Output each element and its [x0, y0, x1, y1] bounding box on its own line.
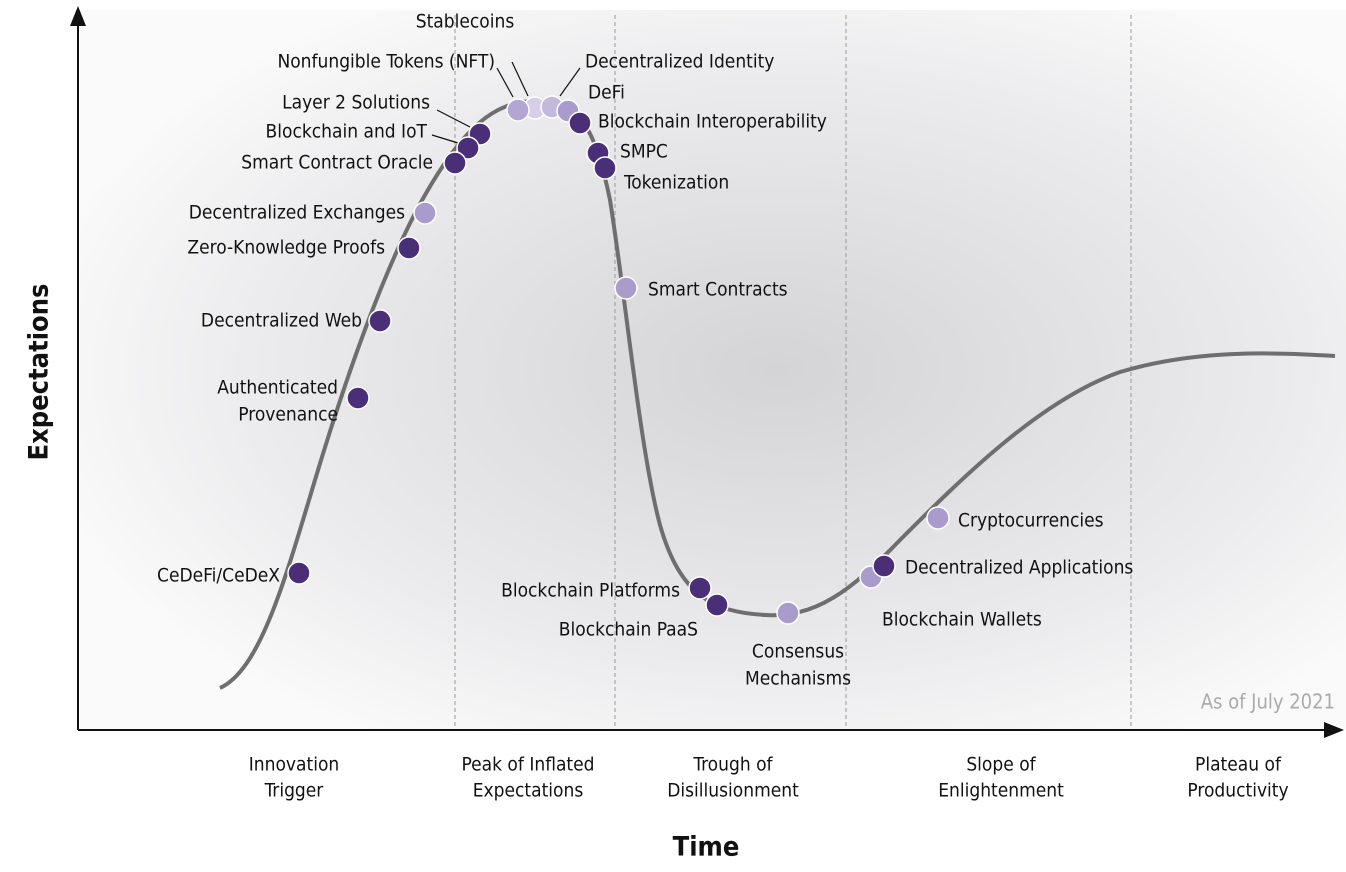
hype-curve	[219, 98, 1336, 690]
tech-label: Decentralized Applications	[905, 557, 1133, 579]
tech-label: Smart Contract Oracle	[241, 152, 433, 174]
tech-label: Tokenization	[623, 172, 729, 194]
tech-label: Blockchain and IoT	[266, 121, 428, 143]
tech-dot	[346, 386, 370, 410]
phase-label: Enlightenment	[938, 780, 1064, 802]
tech-label: SMPC	[620, 141, 668, 163]
tech-label: Decentralized Identity	[585, 51, 774, 73]
phase-label: Productivity	[1187, 780, 1288, 802]
phase-label: Expectations	[473, 780, 584, 802]
tech-dot	[397, 236, 421, 260]
tech-label: Blockchain Wallets	[882, 609, 1042, 631]
tech-label: Mechanisms	[745, 668, 851, 690]
phase-label: Innovation	[249, 754, 340, 776]
tech-label: Nonfungible Tokens (NFT)	[277, 51, 495, 73]
tech-dot	[413, 201, 437, 225]
tech-dot	[705, 593, 729, 617]
tech-dot	[443, 151, 467, 175]
phase-label: Disillusionment	[667, 780, 799, 802]
tech-dot	[688, 576, 712, 600]
leader-lines	[431, 61, 581, 144]
tech-label: Cryptocurrencies	[958, 510, 1104, 532]
tech-label: Layer 2 Solutions	[282, 92, 430, 114]
y-axis-title: Expectations	[24, 284, 55, 461]
tech-label: Provenance	[238, 404, 338, 426]
tech-label: DeFi	[588, 82, 625, 104]
tech-dot	[926, 506, 950, 530]
tech-label: Blockchain Platforms	[501, 580, 680, 602]
tech-label: Decentralized Web	[201, 310, 362, 332]
date-note: As of July 2021	[1201, 690, 1335, 714]
tech-label: Consensus	[752, 641, 844, 663]
tech-dot	[776, 601, 800, 625]
phase-label: Peak of Inflated	[461, 754, 594, 776]
phase-label: Trough of	[692, 754, 773, 776]
x-axis-title: Time	[673, 832, 740, 863]
tech-dot	[456, 136, 480, 160]
phase-label: Trigger	[264, 780, 325, 802]
tech-label: Zero-Knowledge Proofs	[187, 237, 385, 259]
tech-label: Authenticated	[217, 377, 338, 399]
tech-dot	[368, 309, 392, 333]
tech-dot	[872, 554, 896, 578]
phase-dividers	[454, 15, 1132, 730]
tech-dot	[614, 276, 638, 300]
tech-label: CeDeFi/CeDeX	[157, 565, 280, 587]
phase-label: Plateau of	[1195, 754, 1282, 776]
tech-dot	[593, 156, 617, 180]
tech-dot	[568, 111, 592, 135]
tech-label: Smart Contracts	[648, 279, 788, 301]
tech-dot	[287, 561, 311, 585]
phase-label: Slope of	[966, 754, 1036, 776]
tech-label: Blockchain Interoperability	[598, 111, 827, 133]
tech-label: Decentralized Exchanges	[189, 202, 405, 224]
tech-label: Blockchain PaaS	[559, 619, 698, 641]
tech-dot	[506, 98, 530, 122]
tech-label: Stablecoins	[416, 11, 515, 33]
